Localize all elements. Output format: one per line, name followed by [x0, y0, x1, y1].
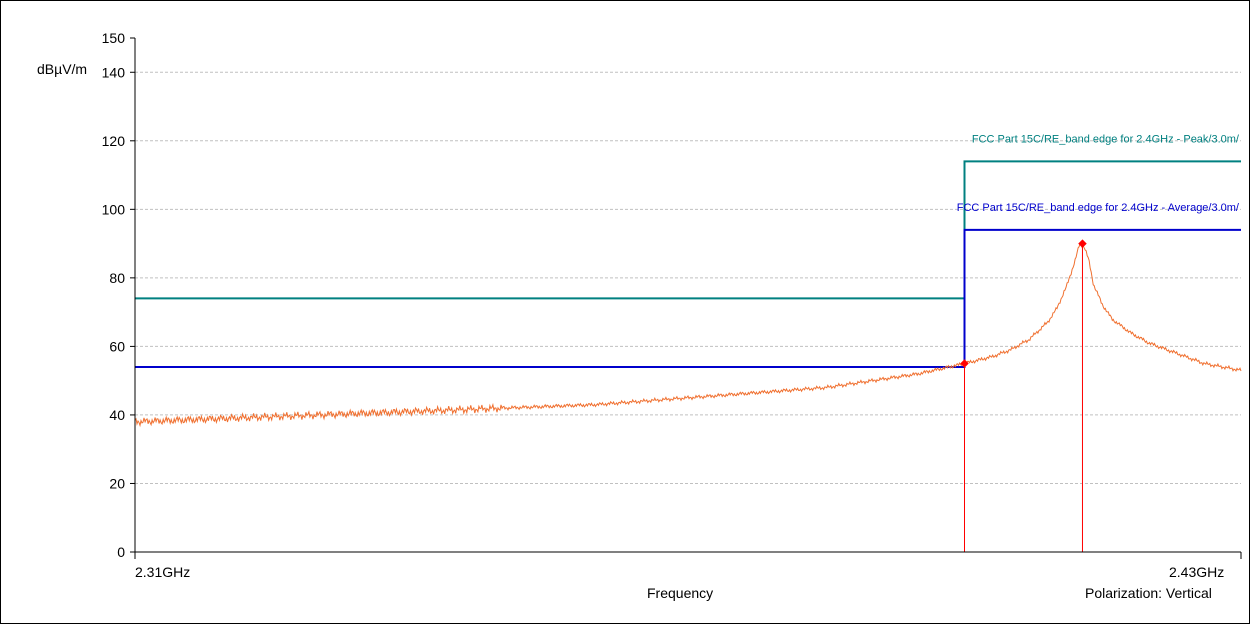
y-tick-label-0: 0	[117, 544, 125, 560]
measurement-trace-0	[134, 242, 1242, 428]
y-tick-label-120: 120	[102, 133, 126, 149]
y-axis-ticks: 0 20 40 60 80 100 120 140 150	[102, 30, 135, 560]
y-tick-label-20: 20	[109, 475, 125, 491]
limit-label-peak: FCC Part 15C/RE_band edge for 2.4GHz - P…	[972, 133, 1240, 145]
y-tick-label-150: 150	[102, 30, 126, 46]
x-axis-label: Frequency	[647, 585, 714, 601]
measurement-series	[134, 242, 1242, 428]
y-tick-label-80: 80	[109, 270, 125, 286]
y-tick-label-100: 100	[102, 201, 126, 217]
polarization-label: Polarization: Vertical	[1085, 585, 1212, 601]
y-tick-label-40: 40	[109, 407, 125, 423]
grid-lines	[135, 71, 1241, 484]
marker-1	[960, 359, 969, 368]
y-tick-label-60: 60	[109, 338, 125, 354]
markers	[960, 239, 1087, 552]
axes	[134, 38, 1242, 559]
limit-lines: FCC Part 15C/RE_band edge for 2.4GHz - P…	[135, 133, 1241, 368]
y-tick-label-140: 140	[102, 64, 126, 80]
y-axis-label: dBµV/m	[37, 61, 88, 77]
x-axis-end-label: 2.43GHz	[1169, 564, 1225, 580]
limit-line-average	[135, 228, 1241, 368]
limit-label-average: FCC Part 15C/RE_band edge for 2.4GHz - A…	[957, 202, 1240, 214]
x-axis-start-label: 2.31GHz	[135, 564, 191, 580]
